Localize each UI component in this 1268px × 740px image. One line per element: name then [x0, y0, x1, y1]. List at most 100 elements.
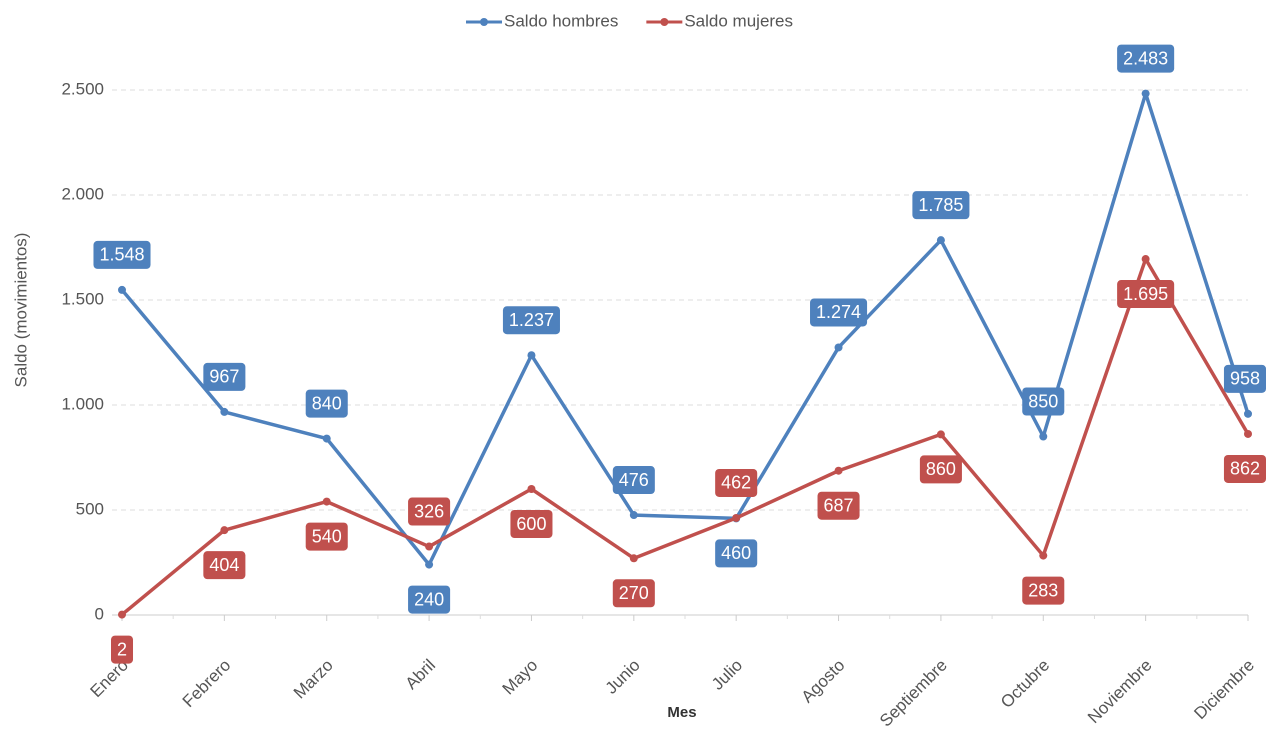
x-tick-label: Julio [708, 656, 746, 694]
data-label-text: 1.695 [1123, 284, 1168, 304]
point [1141, 255, 1150, 264]
data-label-text: 840 [312, 393, 342, 413]
point [834, 343, 843, 352]
data-label-text: 860 [926, 459, 956, 479]
label-box [408, 497, 451, 526]
label-box [1117, 280, 1175, 309]
data-label-text: 462 [721, 473, 751, 493]
label-box [817, 491, 860, 520]
data-label: 270 [612, 579, 655, 608]
label-box [1022, 387, 1065, 416]
data-label: 404 [203, 551, 246, 580]
label-box [612, 579, 655, 608]
label-box [1223, 454, 1266, 483]
data-label-text: 850 [1028, 391, 1058, 411]
data-label-text: 1.274 [816, 302, 861, 322]
label-box [305, 522, 348, 551]
data-label-text: 476 [619, 470, 649, 490]
x-tick-label: Agosto [798, 656, 849, 707]
label-box [715, 539, 758, 568]
data-label-text: 2.483 [1123, 48, 1168, 68]
x-tick-label: Marzo [290, 656, 337, 703]
x-tick-label: Septiembre [876, 656, 951, 731]
data-label: 1.237 [502, 306, 560, 335]
point [629, 554, 638, 563]
data-label-text: 967 [209, 367, 239, 387]
data-label: 967 [203, 362, 246, 391]
legend-marker [480, 18, 488, 26]
data-label-text: 1.237 [509, 310, 554, 330]
label-box [203, 362, 246, 391]
point [118, 285, 126, 294]
data-label-text: 1.548 [99, 245, 144, 265]
data-label-text: 240 [414, 589, 444, 609]
point [220, 407, 229, 416]
y-tick-label: 2.500 [61, 79, 104, 98]
label-box [1117, 44, 1175, 73]
data-label-text: 283 [1028, 580, 1058, 600]
y-tick-label: 500 [76, 499, 104, 518]
x-tick-label: Febrero [179, 656, 235, 712]
point [118, 610, 126, 619]
data-label: 1.274 [810, 298, 868, 327]
label-box [93, 240, 151, 269]
data-label-text: 687 [824, 495, 854, 515]
point [834, 466, 843, 475]
label-box [912, 191, 970, 220]
label-box [203, 551, 246, 580]
data-label-text: 326 [414, 501, 444, 521]
data-label: 2.483 [1117, 44, 1175, 73]
series-line [120, 91, 1250, 567]
legend-label: Saldo hombres [504, 11, 618, 30]
point [936, 236, 945, 245]
data-label-text: 862 [1230, 459, 1260, 479]
data-label: 687 [817, 491, 860, 520]
data-label-text: 600 [516, 514, 546, 534]
legend-marker [660, 18, 669, 26]
point [1039, 432, 1048, 441]
y-tick-label: 2.000 [61, 184, 104, 203]
data-label-text: 270 [619, 583, 649, 603]
point [936, 430, 945, 439]
point [322, 497, 331, 506]
point [220, 526, 229, 535]
data-label-text: 958 [1230, 369, 1260, 389]
point [629, 511, 638, 520]
label-box [502, 306, 560, 335]
legend-item: Saldo hombres [466, 11, 618, 30]
point [322, 434, 331, 443]
data-label-text: 1.785 [918, 195, 963, 215]
data-label: 1.548 [93, 240, 151, 269]
label-box [715, 468, 758, 497]
x-tick-label: Abril [402, 656, 439, 693]
label-box [408, 585, 451, 614]
x-tick-label: Diciembre [1190, 656, 1258, 724]
point [732, 513, 741, 522]
label-box [1223, 364, 1266, 393]
point [425, 542, 434, 551]
label-box [510, 510, 553, 538]
data-label: 840 [305, 389, 348, 418]
y-tick-label: 1.500 [61, 289, 104, 308]
data-label: 462 [715, 468, 758, 497]
data-label: 850 [1022, 387, 1065, 416]
data-label: 862 [1223, 454, 1266, 483]
point [425, 560, 434, 569]
x-tick-label: Noviembre [1084, 656, 1156, 728]
data-label-text: 540 [312, 526, 342, 546]
data-label: 240 [408, 585, 451, 614]
label-box [612, 466, 655, 495]
data-label: 283 [1022, 576, 1065, 605]
x-tick-label: Junio [602, 656, 644, 698]
point [1244, 429, 1252, 438]
x-tick-label: Octubre [997, 656, 1053, 712]
data-label: 2 [110, 635, 134, 664]
data-label-text: 404 [209, 555, 239, 575]
y-axis-title: Saldo (movimientos) [11, 233, 30, 388]
legend-label: Saldo mujeres [684, 11, 793, 30]
label-box [810, 298, 868, 327]
data-label: 1.695 [1117, 280, 1175, 309]
y-tick-label: 1.000 [61, 394, 104, 413]
data-label: 600 [510, 510, 553, 538]
